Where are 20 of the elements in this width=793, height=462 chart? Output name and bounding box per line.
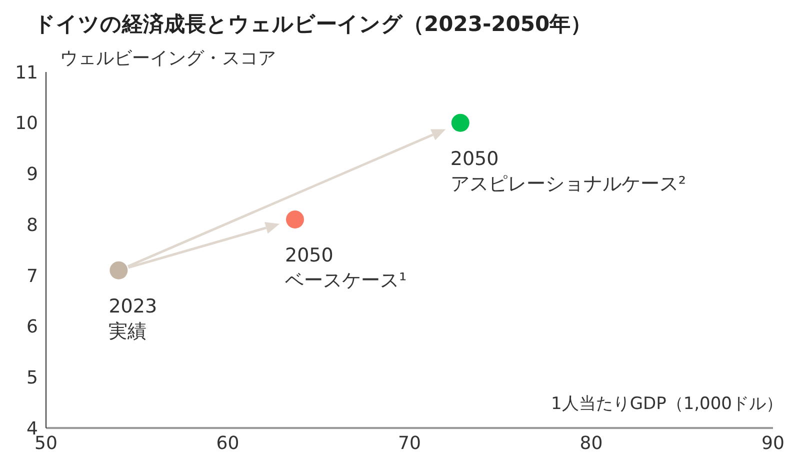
x-tick-label: 80 (580, 432, 603, 454)
y-tick-label: 7 (26, 266, 38, 287)
point (451, 114, 470, 132)
x-tick-label: 90 (762, 432, 784, 454)
y-tick-label: 9 (26, 164, 38, 186)
x-tick-label: 60 (216, 432, 240, 454)
annotation: 2023 実績 (108, 295, 158, 342)
annotation: 2050 アスピレーショナルケース² (450, 148, 686, 195)
y-axis-title: ウェルビーイング・スコア (60, 47, 276, 70)
x-tick-label: 70 (398, 432, 421, 454)
y-tick-label: 6 (26, 316, 38, 338)
annotation: 2050 ベースケース¹ (284, 244, 407, 292)
y-tick-label: 5 (26, 368, 38, 389)
point (110, 261, 128, 280)
y-tick-label: 8 (26, 214, 38, 236)
y-tick-label: 11 (15, 62, 38, 84)
point (286, 210, 304, 228)
x-axis-title: 1人当たりGDP（1,000ドル） (551, 393, 783, 415)
chart-title: ドイツの経済成長とウェルビーイング（2023-2050年） (34, 11, 592, 38)
y-tick-label: 10 (15, 113, 38, 134)
